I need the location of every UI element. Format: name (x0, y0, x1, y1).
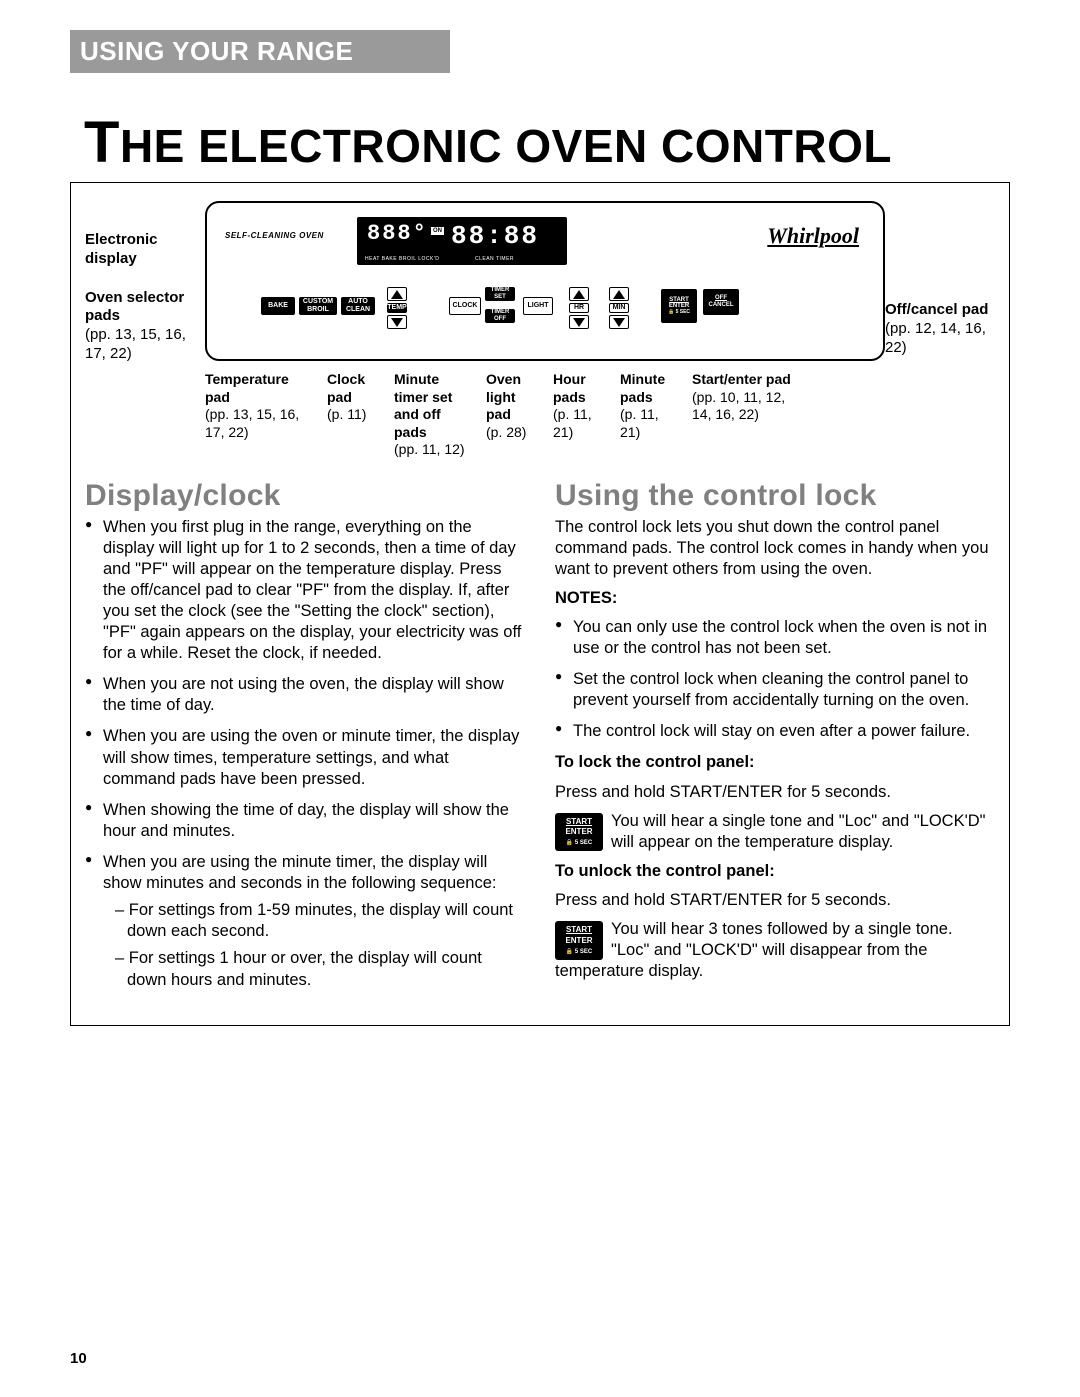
list-item: Set the control lock when cleaning the c… (555, 669, 995, 711)
display-on-indicator: ON (431, 227, 444, 235)
lock-heading: To lock the control panel: (555, 752, 995, 773)
button-row: BAKE CUSTOM BROIL AUTO CLEAN TEMP CLOCK … (207, 293, 883, 343)
list-item: When you first plug in the range, everyt… (85, 517, 525, 665)
page-title: THE ELECTRONIC OVEN CONTROL (84, 109, 1010, 176)
sublist: – For settings from 1-59 minutes, the di… (103, 900, 525, 990)
left-column: Display/clock When you first plug in the… (85, 479, 525, 1001)
display-clock-list: When you first plug in the range, everyt… (85, 517, 525, 991)
notes-label: NOTES: (555, 588, 995, 609)
callout-start-enter: Start/enter pad(pp. 10, 11, 12, 14, 16, … (692, 371, 792, 459)
light-button[interactable]: LIGHT (523, 297, 553, 315)
sublist-item: – For settings 1 hour or over, the displ… (115, 948, 525, 990)
temp-button[interactable]: TEMP (387, 303, 407, 313)
brand-logo: Whirlpool (767, 223, 859, 249)
auto-clean-button[interactable]: AUTO CLEAN (341, 297, 375, 315)
control-lock-heading: Using the control lock (555, 479, 995, 513)
right-callouts: Off/cancel pad (pp. 12, 14, 16, 22) (885, 201, 995, 357)
callout-off-cancel-pp: (pp. 12, 14, 16, 22) (885, 320, 995, 358)
callout-clock-pad: Clock pad(p. 11) (327, 371, 382, 459)
timer-off-button[interactable]: TIMER OFF (485, 309, 515, 323)
unlock-heading: To unlock the control panel: (555, 861, 995, 882)
list-item: When you are using the oven or minute ti… (85, 726, 525, 789)
digital-display: 888° ON 88:88 HEAT BAKE BROIL LOCK'D CLE… (357, 217, 567, 265)
display-sub-right: CLEAN TIMER (475, 256, 514, 262)
callout-temp-pad: Temperature pad(pp. 13, 15, 16, 17, 22) (205, 371, 315, 459)
content-frame: Electronic display Oven selector pads (p… (70, 182, 1010, 1026)
timer-set-button[interactable]: TIMER SET (485, 287, 515, 301)
callout-electronic-display: Electronic display (85, 231, 205, 269)
list-item: The control lock will stay on even after… (555, 721, 995, 742)
title-initial: T (84, 110, 120, 175)
section-header: USING YOUR RANGE (70, 30, 450, 73)
self-cleaning-label: SELF-CLEANING OVEN (225, 231, 324, 240)
sublist-item: – For settings from 1-59 minutes, the di… (115, 900, 525, 942)
unlock-block: START ENTER 🔒 5 SEC You will hear 3 tone… (555, 919, 995, 982)
notes-list: You can only use the control lock when t… (555, 617, 995, 743)
off-cancel-button[interactable]: OFF CANCEL (703, 289, 739, 315)
custom-broil-button[interactable]: CUSTOM BROIL (299, 297, 337, 315)
callout-minute-pads: Minute pads(p. 11, 21) (620, 371, 680, 459)
bottom-callouts: Temperature pad(pp. 13, 15, 16, 17, 22) … (205, 371, 885, 459)
list-item: When you are not using the oven, the dis… (85, 674, 525, 716)
start-enter-button[interactable]: START ENTER 🔒 5 SEC (661, 289, 697, 323)
callout-oven-light: Oven light pad(p. 28) (486, 371, 541, 459)
min-down-button[interactable] (609, 315, 629, 329)
callout-oven-selector: Oven selector pads (85, 289, 205, 327)
left-callouts: Electronic display Oven selector pads (p… (85, 201, 205, 364)
start-enter-icon: START ENTER 🔒 5 SEC (555, 921, 603, 960)
text-columns: Display/clock When you first plug in the… (85, 479, 995, 1001)
display-clock: 88:88 (451, 221, 539, 251)
min-label: MIN (609, 303, 629, 313)
page-number: 10 (70, 1350, 87, 1367)
title-rest: HE ELECTRONIC OVEN CONTROL (120, 120, 892, 172)
lock-block: START ENTER 🔒 5 SEC You will hear a sing… (555, 811, 995, 853)
unlock-instruction: Press and hold START/ENTER for 5 seconds… (555, 890, 995, 911)
display-clock-heading: Display/clock (85, 479, 525, 513)
bake-button[interactable]: BAKE (261, 297, 295, 315)
min-up-button[interactable] (609, 287, 629, 301)
hr-down-button[interactable] (569, 315, 589, 329)
oven-control-panel: SELF-CLEANING OVEN 888° ON 88:88 HEAT BA… (205, 201, 885, 361)
control-lock-intro: The control lock lets you shut down the … (555, 517, 995, 580)
temp-up-button[interactable] (387, 287, 407, 301)
callout-oven-selector-pp: (pp. 13, 15, 16, 17, 22) (85, 326, 205, 364)
list-item: When you are using the minute timer, the… (85, 852, 525, 991)
temp-down-button[interactable] (387, 315, 407, 329)
clock-button[interactable]: CLOCK (449, 297, 481, 315)
list-item: When showing the time of day, the displa… (85, 800, 525, 842)
callout-off-cancel: Off/cancel pad (885, 301, 995, 320)
display-sub-left: HEAT BAKE BROIL LOCK'D (365, 256, 439, 262)
hr-up-button[interactable] (569, 287, 589, 301)
control-panel-diagram: Electronic display Oven selector pads (p… (85, 201, 995, 459)
callout-minute-timer: Minute timer set and off pads(pp. 11, 12… (394, 371, 474, 459)
lock-text: You will hear a single tone and "Loc" an… (611, 812, 986, 851)
lock-instruction: Press and hold START/ENTER for 5 seconds… (555, 782, 995, 803)
callout-hour-pads: Hour pads(p. 11, 21) (553, 371, 608, 459)
hr-label: HR (569, 303, 589, 313)
list-item: You can only use the control lock when t… (555, 617, 995, 659)
start-enter-icon: START ENTER 🔒 5 SEC (555, 813, 603, 852)
display-temp: 888° (367, 221, 428, 246)
unlock-text: You will hear 3 tones followed by a sing… (555, 920, 953, 980)
right-column: Using the control lock The control lock … (555, 479, 995, 1001)
